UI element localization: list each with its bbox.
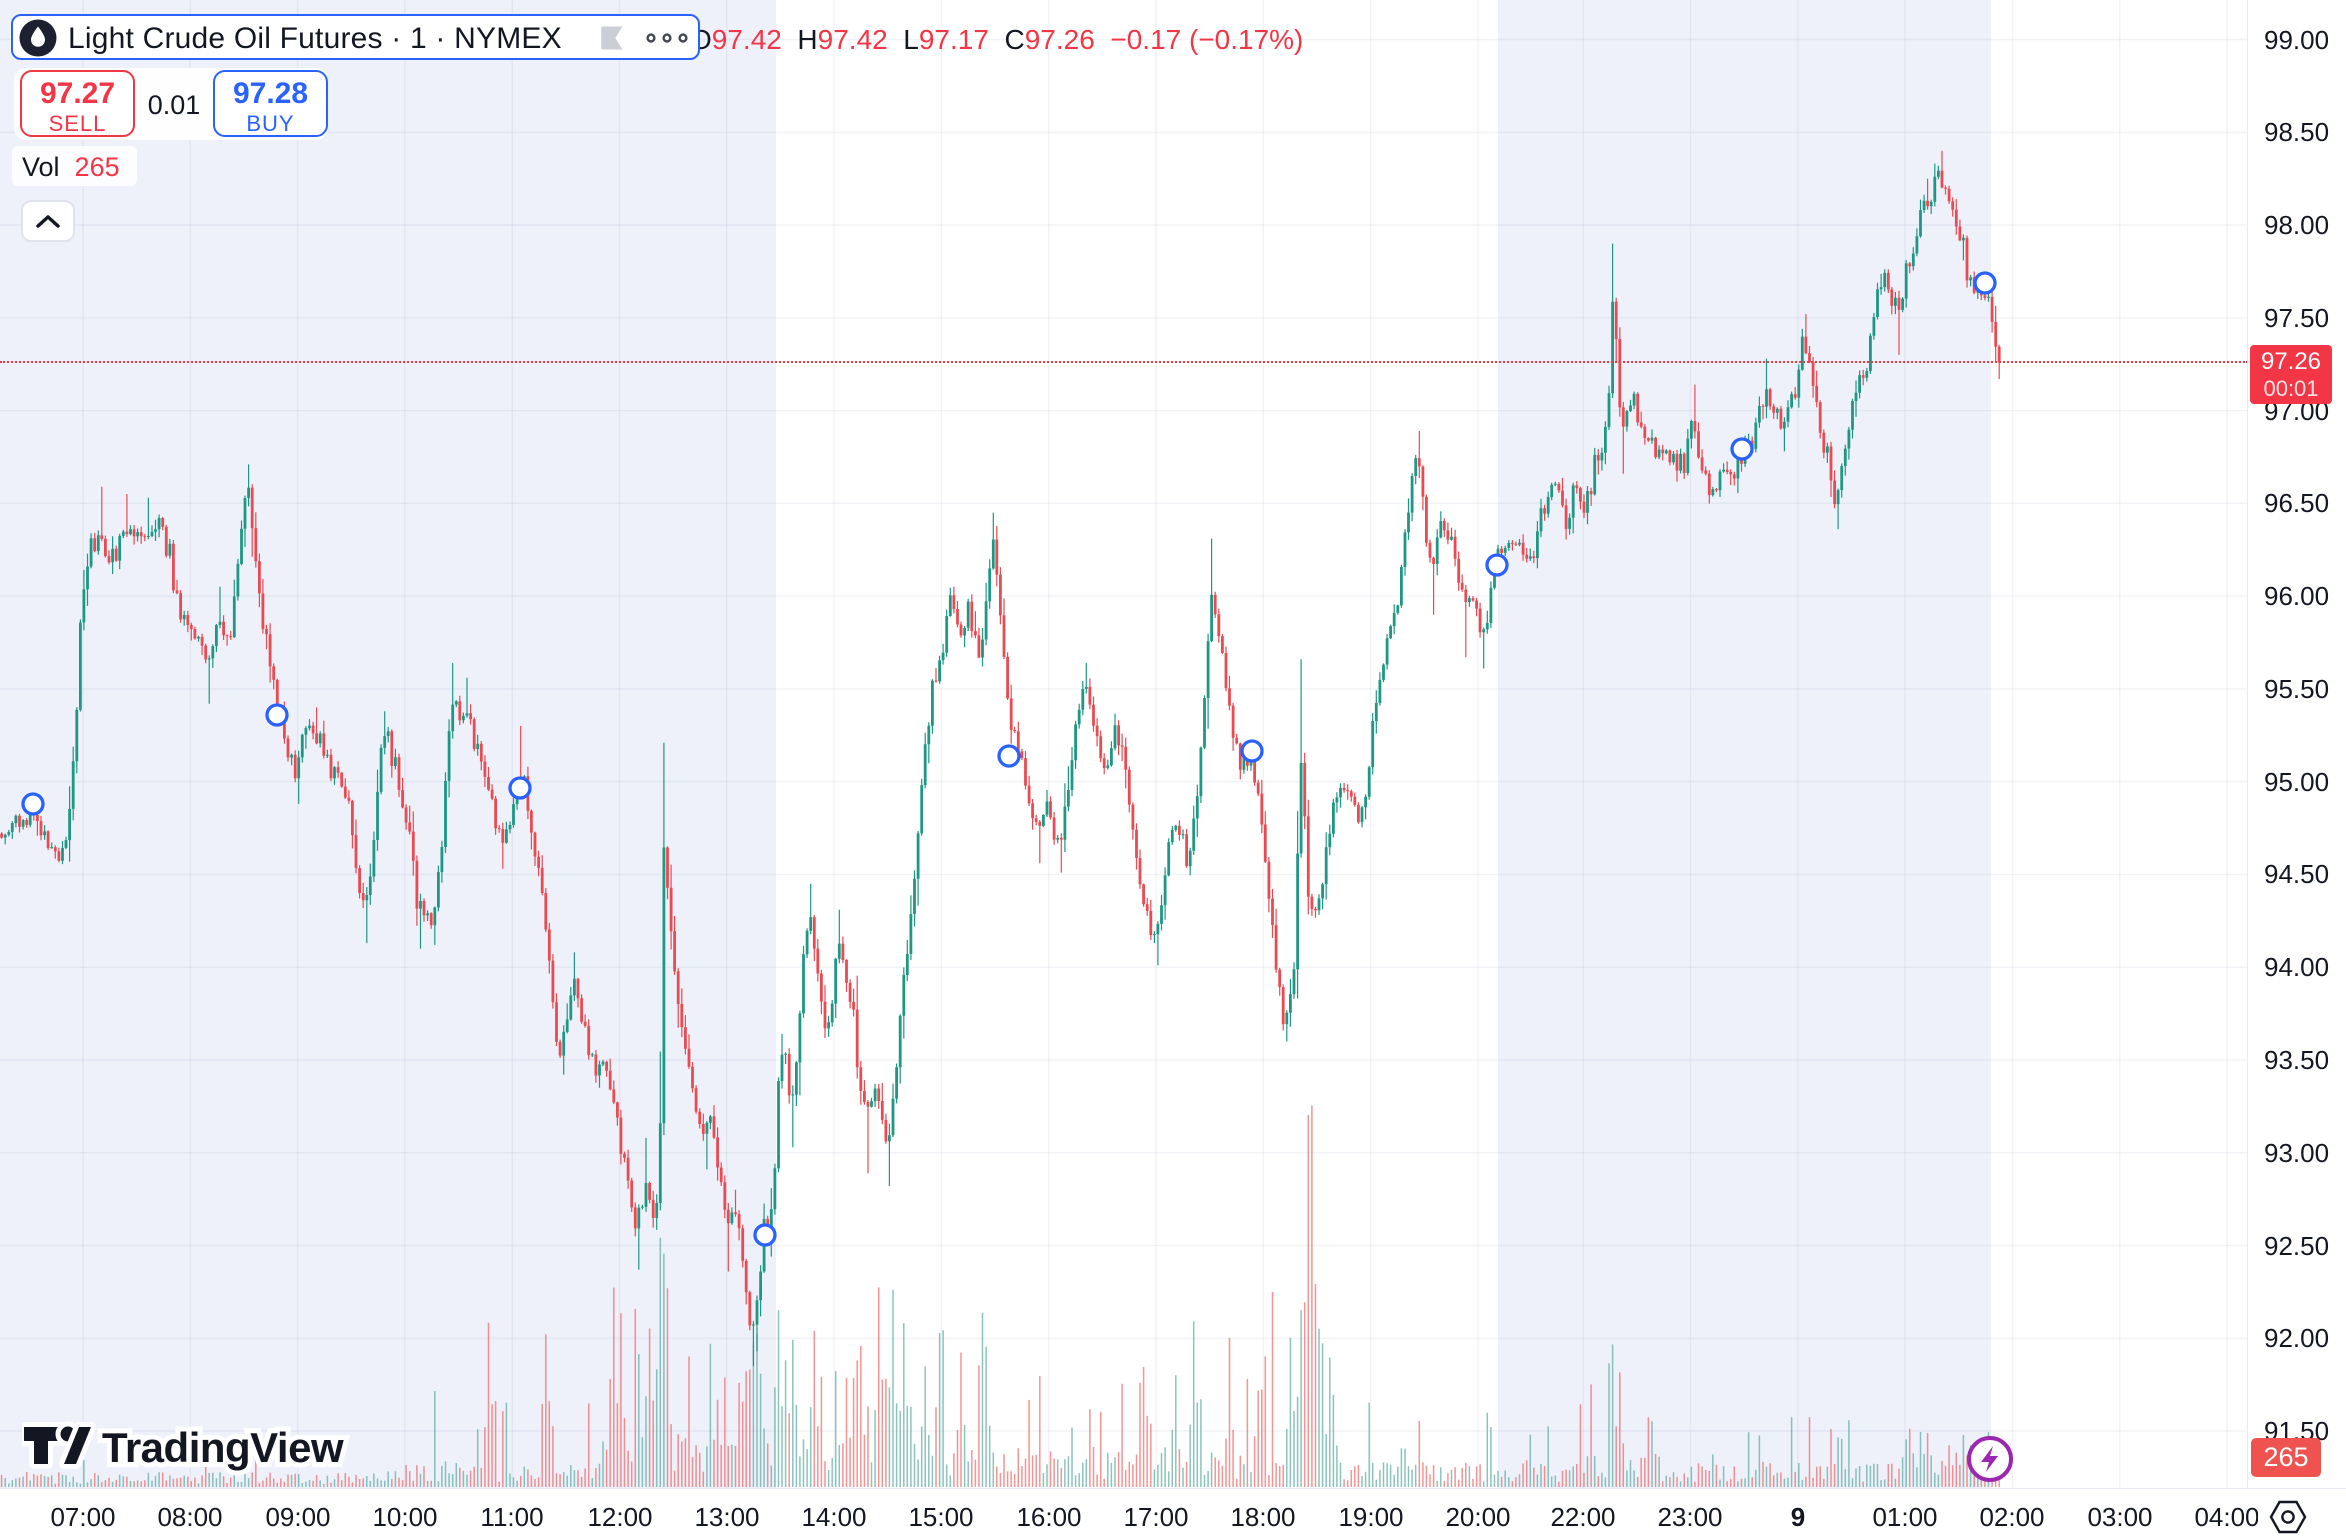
svg-text:TradingView: TradingView [102,1424,344,1471]
